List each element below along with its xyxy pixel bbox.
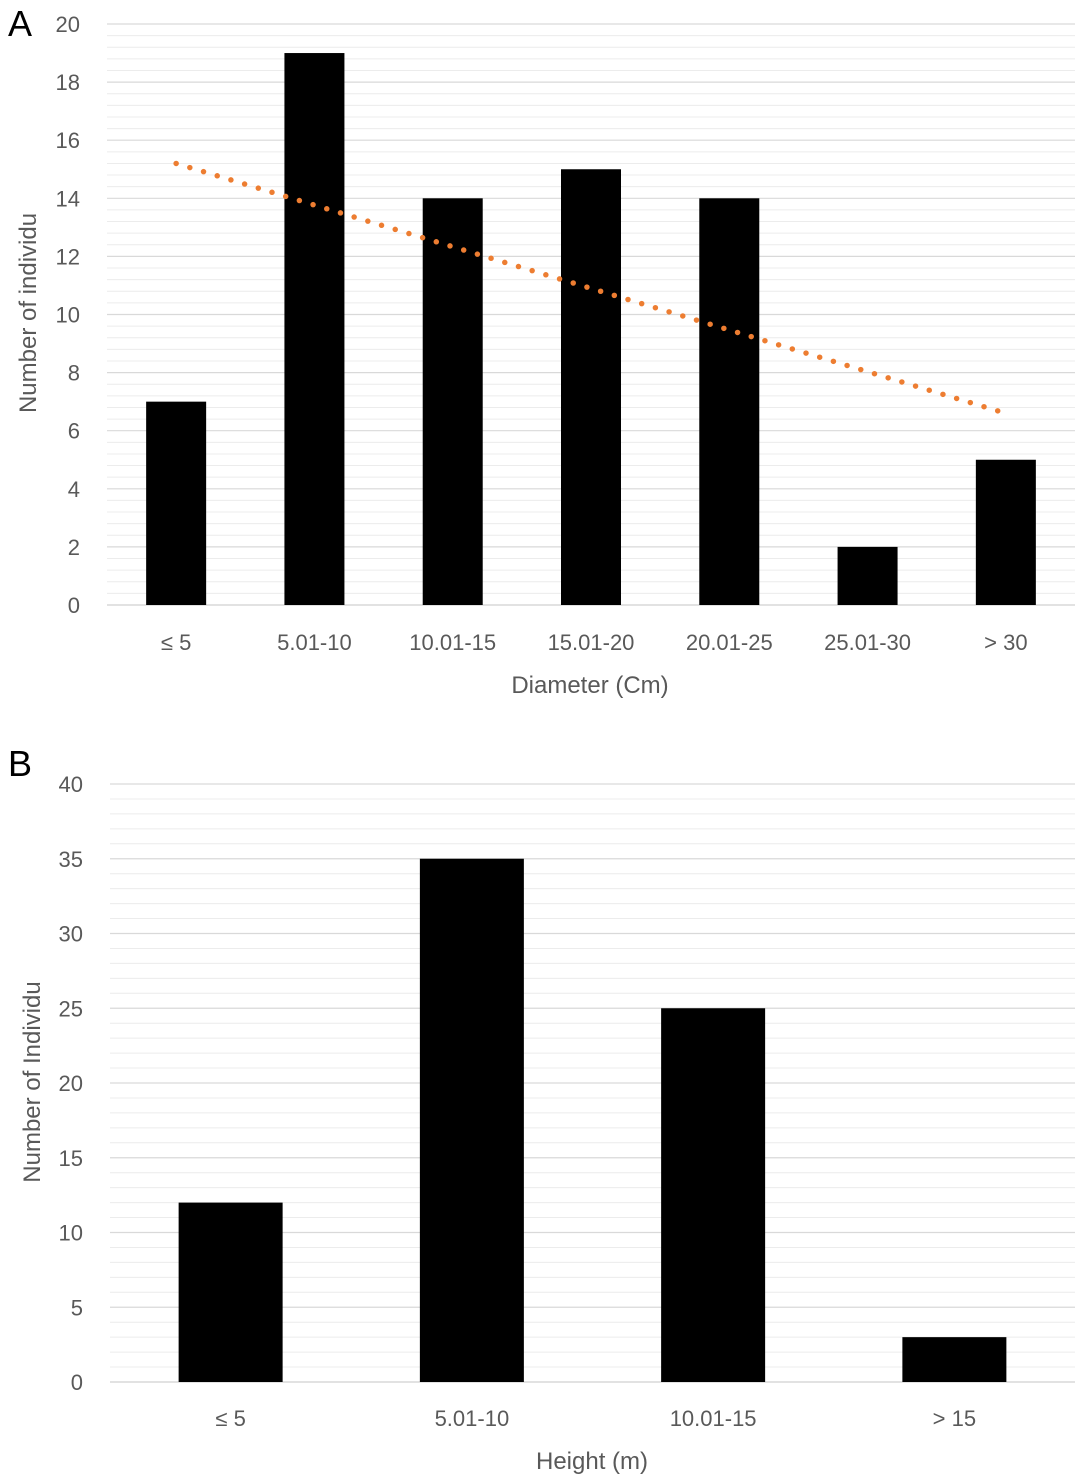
x-axis-title-b: Height (m) xyxy=(536,1448,648,1475)
bar xyxy=(661,1008,766,1382)
y-tick-label: 0 xyxy=(71,1370,83,1395)
x-tick-label: 5.01-10 xyxy=(435,1406,510,1431)
gridlines-b xyxy=(110,783,1075,1383)
trendline-a xyxy=(173,160,1009,417)
y-tick-label: 10 xyxy=(59,1221,83,1246)
x-axis-title-a: Diameter (Cm) xyxy=(511,672,668,699)
x-tick-label: 20.01-25 xyxy=(686,630,773,655)
y-tick-label: 2 xyxy=(68,535,80,560)
y-tick-label: 4 xyxy=(68,477,80,502)
x-tick-labels-b: ≤ 5 5.01-10 10.01-15 > 15 xyxy=(215,1406,976,1431)
bar xyxy=(975,459,1036,605)
bar xyxy=(837,546,898,605)
x-tick-label: > 30 xyxy=(984,630,1027,655)
y-tick-label: 30 xyxy=(59,922,83,947)
y-tick-label: 5 xyxy=(71,1295,83,1320)
y-tick-label: 20 xyxy=(59,1071,83,1096)
panel-label-b: B xyxy=(8,743,32,784)
y-axis-title-a: Number of individu xyxy=(15,213,42,413)
y-tick-label: 8 xyxy=(68,361,80,386)
y-tick-label: 18 xyxy=(56,70,80,95)
bar xyxy=(561,169,621,605)
y-tick-label: 14 xyxy=(56,186,80,211)
chart-panel-b: B 0 5 10 15 20 25 30 35 40 ≤ 5 5.01-10 10.01-15 > 1… xyxy=(8,743,1075,1475)
x-tick-labels-a: ≤ 5 5.01-10 10.01-15 15.01-20 20.01-25 25.01-… xyxy=(161,630,1028,655)
trendline xyxy=(173,160,1009,417)
x-tick-label: 15.01-20 xyxy=(548,630,635,655)
y-tick-label: 6 xyxy=(68,419,80,444)
bars-b xyxy=(178,858,1007,1382)
y-tick-label: 20 xyxy=(56,12,80,37)
bar xyxy=(699,198,760,606)
panel-label-a: A xyxy=(8,3,32,44)
bar xyxy=(419,858,524,1382)
y-tick-labels-b: 0 5 10 15 20 25 30 35 40 xyxy=(59,772,83,1395)
x-tick-label: 25.01-30 xyxy=(824,630,911,655)
bar xyxy=(422,198,483,606)
y-tick-label: 25 xyxy=(59,996,83,1021)
y-tick-label: 16 xyxy=(56,128,80,153)
y-axis-title-b: Number of Individu xyxy=(19,981,46,1182)
y-tick-label: 35 xyxy=(59,847,83,872)
y-tick-label: 15 xyxy=(59,1146,83,1171)
y-tick-label: 12 xyxy=(56,244,80,269)
bar xyxy=(178,1202,283,1382)
x-tick-label: ≤ 5 xyxy=(215,1406,245,1431)
bar xyxy=(146,401,207,605)
bar xyxy=(902,1337,1007,1382)
x-tick-label: 10.01-15 xyxy=(409,630,496,655)
y-tick-label: 10 xyxy=(56,303,80,328)
x-tick-label: 5.01-10 xyxy=(277,630,352,655)
y-tick-label: 40 xyxy=(59,772,83,797)
x-tick-label: 10.01-15 xyxy=(670,1406,757,1431)
y-tick-labels-a: 0 2 4 6 8 10 12 14 16 18 20 xyxy=(56,12,80,618)
chart-panel-a: A 0 2 4 6 8 10 12 14 16 18 20 ≤ 5 5.01-10 10.01-15 15… xyxy=(8,3,1075,699)
bar xyxy=(284,53,345,606)
x-tick-label: ≤ 5 xyxy=(161,630,191,655)
x-tick-label: > 15 xyxy=(933,1406,976,1431)
y-tick-label: 0 xyxy=(68,593,80,618)
bars-a xyxy=(146,53,1036,606)
